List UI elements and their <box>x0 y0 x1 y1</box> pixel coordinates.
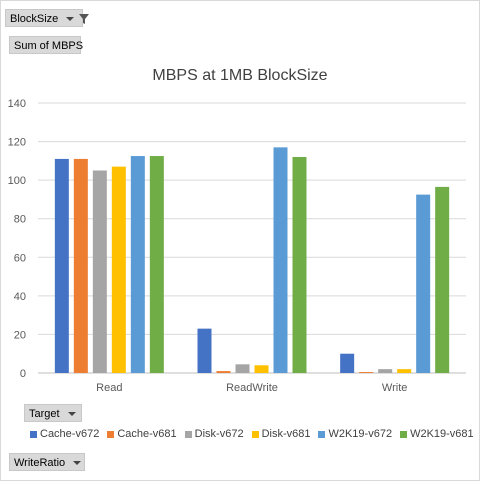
target-filter-button[interactable]: Target <box>24 404 82 422</box>
y-tick-label: 0 <box>20 368 26 380</box>
bar-cache-v681-readwrite <box>216 371 231 373</box>
target-label: Target <box>29 408 60 420</box>
bar-w2k19-v681-read <box>149 156 164 373</box>
legend-label: Disk-v672 <box>194 428 244 440</box>
legend-item: Disk-v672 <box>184 428 244 440</box>
bar-cache-v672-read <box>54 158 69 373</box>
legend-item: Cache-v681 <box>107 428 177 440</box>
bar-cache-v681-write <box>359 372 374 373</box>
chart-title: MBPS at 1MB BlockSize <box>152 67 327 84</box>
legend-label: Cache-v681 <box>117 428 177 440</box>
legend-label: W2K19-v672 <box>328 428 393 440</box>
legend-swatch <box>318 430 326 438</box>
bar-disk-v681-read <box>111 166 126 373</box>
x-tick-label: Write <box>382 382 407 394</box>
legend-item: Disk-v681 <box>251 428 311 440</box>
y-tick-label: 40 <box>14 291 26 303</box>
chart-legend: Cache-v672 Cache-v681 Disk-v672 Disk-v681 W2… <box>30 428 480 440</box>
writeratio-filter-button[interactable]: WriteRatio <box>9 453 85 471</box>
legend-swatch <box>400 430 408 438</box>
legend-label: W2K19-v681 <box>410 428 474 440</box>
x-tick-label: ReadWrite <box>226 382 278 394</box>
bar-cache-v672-readwrite <box>197 328 212 373</box>
bar-w2k19-v672-read <box>130 156 145 373</box>
bar-cache-v681-read <box>73 158 88 373</box>
legend-item: Cache-v672 <box>30 428 99 440</box>
legend-label: Cache-v672 <box>40 428 100 440</box>
sum-of-mbps-field[interactable]: Sum of MBPS <box>9 36 84 54</box>
legend-item: W2K19-v672 <box>318 428 392 440</box>
bar-cache-v672-write <box>340 353 355 373</box>
legend-swatch <box>184 430 192 438</box>
dropdown-arrow-icon <box>66 17 75 22</box>
bar-w2k19-v672-readwrite <box>273 147 288 373</box>
x-tick-label: Read <box>96 382 122 394</box>
sum-of-mbps-label: Sum of MBPS <box>14 40 84 52</box>
bar-w2k19-v681-write <box>435 186 450 373</box>
dropdown-arrow-icon <box>67 412 76 417</box>
bar-disk-v681-write <box>397 369 412 373</box>
y-tick-label: 120 <box>8 137 26 149</box>
writeratio-label: WriteRatio <box>14 457 66 469</box>
blocksize-filter-button[interactable]: BlockSize <box>5 9 90 27</box>
y-tick-label: 80 <box>14 214 26 226</box>
legend-swatch <box>251 430 259 438</box>
bar-disk-v672-write <box>378 369 393 373</box>
filter-funnel-icon <box>79 14 90 25</box>
y-tick-label: 60 <box>14 252 26 264</box>
legend-swatch <box>107 430 115 438</box>
bar-w2k19-v672-write <box>416 194 431 373</box>
y-tick-label: 100 <box>8 175 26 187</box>
bar-disk-v672-read <box>92 170 107 373</box>
y-tick-label: 140 <box>8 98 26 110</box>
bar-w2k19-v681-readwrite <box>292 157 307 373</box>
blocksize-label: BlockSize <box>10 13 59 25</box>
y-tick-label: 20 <box>14 329 26 341</box>
bar-disk-v681-readwrite <box>254 365 269 373</box>
bar-chart: MBPS at 1MB BlockSize 0 20 40 60 80 100 120 140… <box>8 67 466 394</box>
dropdown-arrow-icon <box>73 461 82 466</box>
legend-swatch <box>30 430 37 438</box>
legend-item: W2K19-v681 <box>400 428 474 440</box>
legend-label: Disk-v681 <box>261 428 311 440</box>
bar-disk-v672-readwrite <box>235 364 250 373</box>
